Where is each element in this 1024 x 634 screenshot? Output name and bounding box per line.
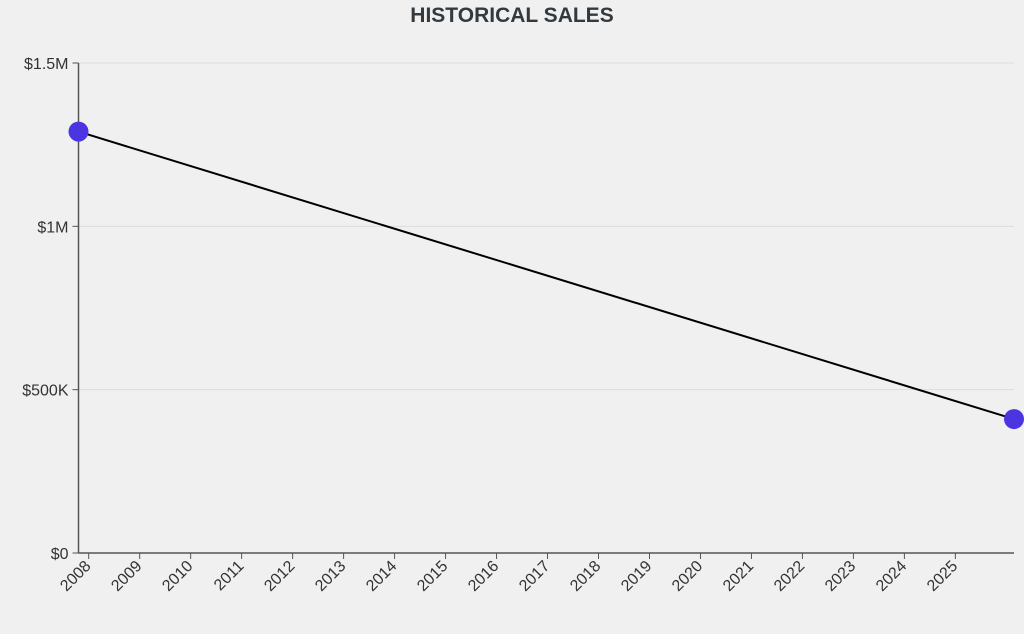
data-point	[68, 121, 89, 142]
y-tick-label: $1M	[37, 219, 68, 236]
x-tick-label: 2010	[159, 558, 196, 595]
x-tick-label: 2012	[261, 558, 298, 595]
x-tick-label: 2013	[312, 558, 349, 595]
x-tick-label: 2024	[873, 558, 910, 595]
x-tick-label: 2021	[720, 558, 757, 595]
x-tick-label: 2018	[567, 558, 604, 595]
x-tick-label: 2025	[924, 558, 961, 595]
y-tick-label: $1.5M	[24, 56, 68, 73]
chart-title: HISTORICAL SALES	[410, 4, 614, 27]
x-tick-label: 2019	[618, 558, 655, 595]
y-tick-label: $500K	[22, 383, 69, 400]
x-tick-label: 2009	[108, 558, 145, 595]
x-tick-label: 2020	[669, 558, 706, 595]
x-tick-label: 2011	[211, 558, 247, 594]
x-tick-label: 2015	[414, 558, 451, 595]
y-tick-label: $0	[51, 546, 69, 563]
series-line	[78, 130, 1015, 421]
x-tick-label: 2008	[57, 558, 94, 595]
x-tick-label: 2023	[822, 558, 859, 595]
x-tick-label: 2017	[516, 558, 553, 595]
x-tick-label: 2014	[363, 558, 400, 595]
x-tick-label: 2022	[771, 558, 808, 595]
data-point	[1004, 409, 1024, 430]
x-tick-label: 2016	[465, 558, 502, 595]
